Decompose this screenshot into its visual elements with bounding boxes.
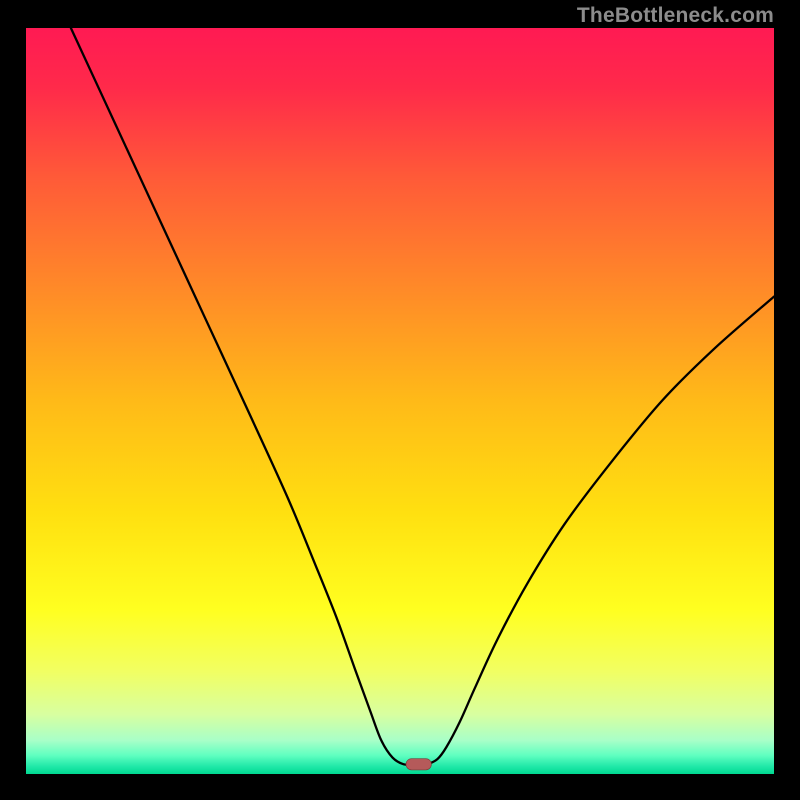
bottleneck-chart [26,28,774,774]
attribution-label: TheBottleneck.com [577,4,774,28]
chart-frame: TheBottleneck.com [0,0,800,800]
optimum-marker [406,759,431,770]
chart-svg [26,28,774,774]
